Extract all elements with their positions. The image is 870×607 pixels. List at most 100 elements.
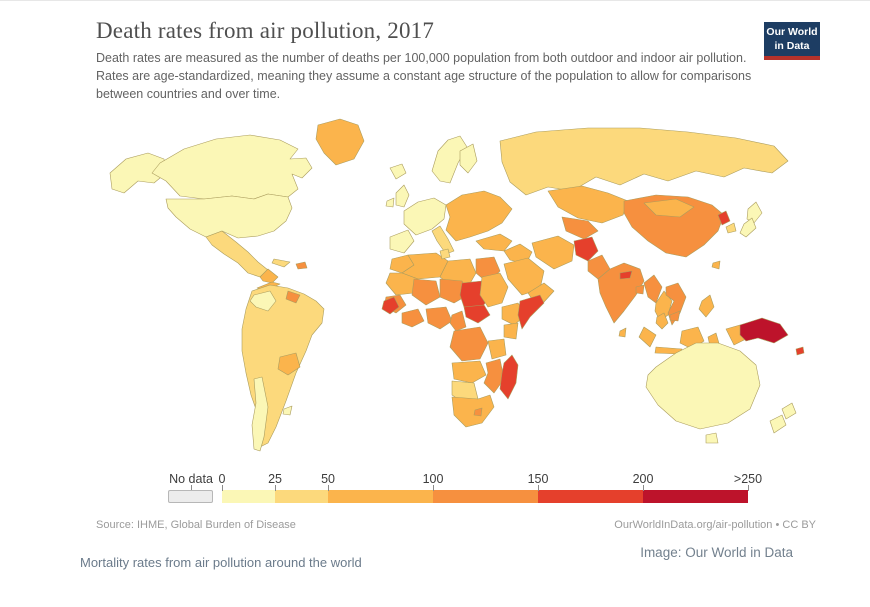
chart-subtitle: Death rates are measured as the number o… bbox=[96, 51, 752, 101]
image-credit: Image: Our World in Data bbox=[640, 545, 793, 560]
region-north-korea[interactable] bbox=[717, 210, 731, 226]
region-greenland[interactable] bbox=[315, 118, 365, 166]
region-sierra-leone[interactable] bbox=[381, 296, 400, 315]
legend-segment-50-100 bbox=[328, 490, 434, 503]
license-link[interactable]: OurWorldInData.org/air-pollution • CC BY bbox=[614, 519, 816, 531]
region-mongolia[interactable] bbox=[643, 198, 695, 218]
region-nigeria[interactable] bbox=[425, 306, 453, 330]
region-finland[interactable] bbox=[459, 143, 478, 174]
region-angola[interactable] bbox=[451, 360, 487, 384]
legend-no-data-swatch bbox=[168, 490, 213, 503]
legend-color-segments bbox=[222, 490, 748, 503]
region-south-africa[interactable] bbox=[451, 394, 495, 428]
region-iran[interactable] bbox=[531, 235, 575, 270]
region-taiwan[interactable] bbox=[711, 260, 721, 270]
legend-tick-mark-3 bbox=[433, 485, 435, 491]
legend-tick-label-4: 150 bbox=[527, 472, 549, 486]
region-turkey[interactable] bbox=[475, 233, 513, 252]
region-bangladesh[interactable] bbox=[635, 284, 645, 295]
map-legend: No data 0 25 50 100 150 200 >250 bbox=[96, 472, 856, 505]
region-myanmar[interactable] bbox=[643, 274, 663, 304]
legend-tick-label-2: 50 bbox=[321, 472, 335, 486]
region-new-zealand-south[interactable] bbox=[769, 414, 787, 434]
region-nepal[interactable] bbox=[619, 270, 633, 280]
region-mexico[interactable] bbox=[205, 230, 269, 278]
owid-logo-line2: in Data bbox=[774, 39, 810, 52]
region-canada[interactable] bbox=[151, 134, 313, 200]
region-afghanistan[interactable] bbox=[573, 236, 599, 262]
region-algeria[interactable] bbox=[401, 252, 449, 280]
region-sumatra[interactable] bbox=[638, 326, 657, 348]
region-tunisia[interactable] bbox=[439, 248, 451, 260]
region-philippines[interactable] bbox=[698, 294, 715, 318]
region-solomon-islands[interactable] bbox=[795, 346, 805, 356]
region-papua-new-guinea[interactable] bbox=[739, 317, 789, 344]
region-thailand[interactable] bbox=[654, 290, 673, 322]
region-central-african-republic[interactable] bbox=[463, 304, 491, 324]
region-sri-lanka[interactable] bbox=[618, 327, 627, 338]
region-ghana[interactable] bbox=[401, 308, 425, 328]
region-spain[interactable] bbox=[389, 229, 415, 254]
legend-tick-mark-5 bbox=[643, 485, 644, 491]
legend-tick-label-6: >250 bbox=[733, 472, 763, 486]
region-uzbekistan[interactable] bbox=[561, 216, 599, 240]
region-cuba[interactable] bbox=[271, 258, 291, 268]
region-western-europe[interactable] bbox=[403, 197, 447, 236]
legend-tick-label-1: 25 bbox=[268, 472, 282, 486]
legend-no-data: No data bbox=[168, 472, 214, 503]
region-central-america[interactable] bbox=[259, 268, 279, 284]
legend-tick-label-3: 100 bbox=[422, 472, 444, 486]
chart-title: Death rates from air pollution, 2017 bbox=[96, 18, 435, 43]
legend-tick-labels: 0 25 50 100 150 200 >250 bbox=[218, 472, 763, 488]
region-bolivia[interactable] bbox=[277, 352, 301, 376]
region-kenya[interactable] bbox=[503, 322, 519, 340]
region-malaysia[interactable] bbox=[655, 312, 669, 330]
region-lesotho[interactable] bbox=[473, 407, 483, 417]
region-alaska[interactable] bbox=[109, 152, 167, 194]
legend-segment-0-25 bbox=[222, 490, 276, 503]
legend-segment-200->250 bbox=[642, 490, 748, 503]
region-cambodia[interactable] bbox=[669, 310, 681, 322]
region-guyana[interactable] bbox=[285, 290, 301, 304]
region-cameroon[interactable] bbox=[449, 310, 467, 332]
region-ireland[interactable] bbox=[385, 197, 395, 208]
legend-segment-150-200 bbox=[538, 490, 643, 503]
region-uruguay[interactable] bbox=[282, 405, 293, 416]
region-tanzania[interactable] bbox=[487, 338, 507, 360]
region-india[interactable] bbox=[597, 262, 645, 324]
legend-segment-25-50 bbox=[275, 490, 329, 503]
region-china[interactable] bbox=[623, 194, 725, 258]
source-row: Source: IHME, Global Burden of Disease O… bbox=[96, 519, 856, 531]
region-australia[interactable] bbox=[645, 342, 761, 430]
region-haiti[interactable] bbox=[295, 261, 308, 270]
legend-tick-mark-4 bbox=[538, 485, 540, 491]
region-sudan[interactable] bbox=[479, 272, 509, 308]
region-somalia[interactable] bbox=[517, 294, 545, 330]
caption-row: Mortality rates from air pollution aroun… bbox=[80, 545, 793, 570]
legend-tick-mark-0 bbox=[222, 485, 223, 491]
region-japan-south[interactable] bbox=[739, 217, 757, 238]
region-mali[interactable] bbox=[411, 278, 441, 306]
region-italy[interactable] bbox=[431, 225, 455, 255]
region-russia[interactable] bbox=[499, 127, 789, 196]
caption: Mortality rates from air pollution aroun… bbox=[80, 555, 362, 570]
legend-tick-label-0: 0 bbox=[218, 472, 226, 486]
region-japan-north[interactable] bbox=[746, 201, 763, 224]
region-kazakhstan[interactable] bbox=[547, 185, 629, 224]
region-south-korea[interactable] bbox=[725, 222, 737, 234]
region-dr-congo[interactable] bbox=[449, 326, 489, 362]
legend-colorbar: 0 25 50 100 150 200 >250 bbox=[218, 472, 763, 503]
region-tasmania[interactable] bbox=[705, 432, 719, 444]
region-madagascar[interactable] bbox=[499, 354, 519, 400]
region-united-kingdom[interactable] bbox=[395, 184, 410, 208]
region-iceland[interactable] bbox=[389, 163, 407, 180]
region-chile[interactable] bbox=[251, 376, 269, 452]
source-note: Source: IHME, Global Burden of Disease bbox=[96, 519, 296, 531]
region-mozambique[interactable] bbox=[483, 358, 505, 394]
region-new-zealand-north[interactable] bbox=[781, 402, 797, 420]
region-colombia[interactable] bbox=[249, 290, 277, 312]
region-eastern-europe[interactable] bbox=[445, 190, 513, 242]
region-united-states[interactable] bbox=[165, 193, 293, 239]
legend-segment-100-150 bbox=[433, 490, 538, 503]
owid-logo[interactable]: Our World in Data bbox=[764, 22, 820, 61]
